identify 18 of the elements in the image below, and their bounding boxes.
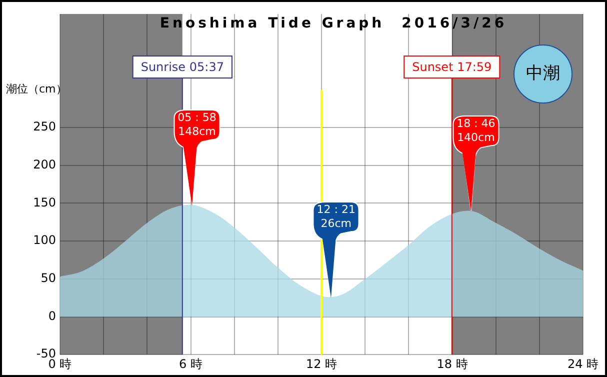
x-tick-label: 12 時 — [306, 356, 338, 371]
annotation: 中潮 — [526, 63, 560, 84]
y-tick-label: 200 — [33, 158, 56, 172]
annotation: 12 : 21 26cm — [316, 203, 356, 232]
x-tick-label: 24 時 — [567, 356, 599, 371]
annotation: 05 : 58 148cm — [176, 110, 218, 139]
annotation: 18 : 46 140cm — [456, 116, 496, 145]
annotation: Sunset 17:59 — [412, 60, 492, 74]
x-tick-label: 18 時 — [436, 356, 468, 371]
y-tick-label: 50 — [40, 271, 56, 286]
y-tick-label: 150 — [33, 195, 56, 210]
annotation: Sunrise 05:37 — [140, 60, 224, 74]
y-tick-label: 100 — [33, 233, 56, 248]
x-tick-label: 6 時 — [179, 356, 202, 371]
y-tick-label: 250 — [33, 120, 56, 134]
y-axis-title: 潮位（cm） — [6, 82, 67, 96]
x-tick-label: 0 時 — [48, 356, 72, 371]
y-tick-label: 0 — [48, 308, 56, 323]
